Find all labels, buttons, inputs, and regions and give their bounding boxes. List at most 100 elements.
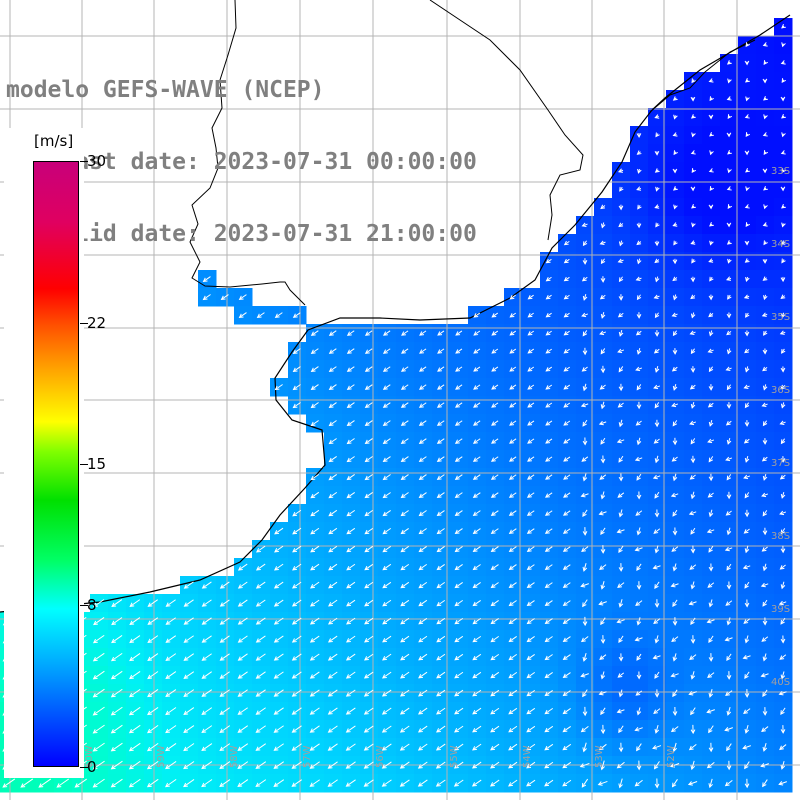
wind-arrow [454,528,463,535]
wind-arrow [545,294,552,300]
model-title: modelo GEFS-WAVE (NCEP) [6,77,325,103]
wind-arrow [600,635,606,644]
wind-arrow [762,348,768,355]
wind-arrow [202,276,211,283]
wind-arrow [762,599,768,607]
wind-arrow [219,617,230,625]
wind-arrow [381,689,392,697]
wind-arrow [780,635,786,644]
wind-arrow [128,760,141,770]
wind-arrow [219,761,231,770]
wind-arrow [382,527,391,535]
wind-arrow [363,707,374,715]
wind-arrow [708,742,714,753]
wind-arrow [691,132,696,138]
wind-arrow [400,689,410,697]
wind-arrow [509,402,517,408]
wind-arrow [490,689,500,697]
wind-arrow [345,689,356,697]
wind-arrow [706,528,715,534]
wind-arrow [671,312,678,318]
wind-arrow [744,778,750,789]
wind-arrow [672,653,678,662]
wind-arrow [545,384,553,390]
wind-arrow [654,419,660,428]
wind-arrow [38,778,52,788]
wind-arrow [726,563,732,571]
wind-arrow [618,563,624,572]
wind-arrow [672,563,678,572]
wind-arrow [709,276,714,282]
wind-arrow [744,348,750,354]
wind-arrow [473,384,481,390]
wind-arrow [725,510,732,516]
wind-arrow [400,474,409,481]
wind-arrow [183,779,195,788]
wind-arrow [92,778,105,788]
wind-arrow [562,546,571,552]
wind-arrow [291,743,302,751]
wind-arrow [582,527,588,536]
wind-arrow [165,707,177,716]
wind-arrow [219,653,230,661]
wind-arrow [671,366,678,372]
wind-arrow [725,600,733,606]
colorbar-tick-label: 8 [87,596,97,615]
wind-arrow [690,438,696,445]
wind-arrow [183,617,194,625]
wind-arrow [400,653,410,661]
wind-arrow [491,330,499,336]
wind-arrow [508,618,517,625]
wind-arrow [725,366,732,372]
wind-arrow [364,438,373,445]
wind-arrow [708,168,714,173]
wind-arrow [400,456,409,463]
wind-arrow [709,150,714,156]
lon-label: 53W [594,745,605,768]
wind-arrow [780,294,786,299]
wind-arrow [544,582,553,588]
wind-arrow [183,707,195,716]
wind-arrow [762,689,768,698]
wind-arrow [635,690,643,696]
wind-arrow [724,779,733,787]
wind-arrow [472,582,481,589]
wind-arrow [274,563,284,571]
wind-arrow [600,455,606,464]
wind-arrow [563,348,570,354]
wind-arrow [545,456,553,462]
wind-arrow [418,599,428,607]
wind-arrow [526,654,535,661]
wind-arrow [363,689,374,697]
wind-arrow [346,366,355,372]
wind-arrow [309,689,320,697]
wind-arrow [743,384,750,390]
wind-arrow [490,474,499,480]
wind-arrow [490,707,500,715]
wind-arrow [781,23,786,29]
wind-arrow [779,654,787,660]
wind-arrow [690,707,696,716]
wind-arrow [780,366,786,373]
lon-label: 58W [229,745,240,768]
wind-arrow [726,760,732,771]
wind-arrow [490,653,500,661]
wind-arrow [436,420,445,426]
wind-arrow [255,743,267,751]
wind-arrow [708,545,714,553]
wind-arrow [490,510,499,516]
wind-arrow [726,240,732,245]
wind-arrow [382,653,392,661]
wind-arrow [598,601,607,606]
wind-arrow [672,96,678,101]
wind-arrow [579,762,590,768]
wind-arrow [599,564,607,571]
wind-arrow [291,653,302,661]
wind-arrow [418,617,428,625]
wind-arrow [726,132,732,138]
wind-arrow [690,455,696,464]
forecast-date: forecast date: 2023-07-31 00:00:00 [6,149,477,175]
wind-arrow [526,725,536,733]
wind-arrow [634,546,643,552]
